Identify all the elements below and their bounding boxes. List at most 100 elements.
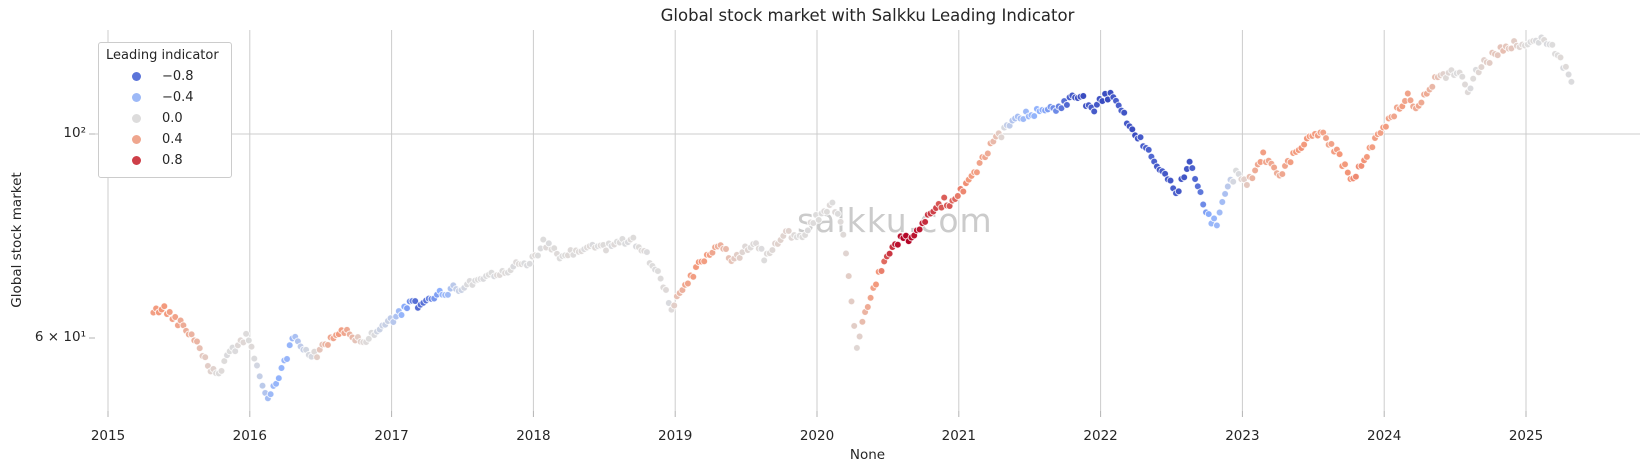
data-point bbox=[1248, 174, 1257, 183]
legend-item-label: 0.0 bbox=[162, 111, 183, 126]
data-point bbox=[1057, 104, 1066, 113]
data-point bbox=[242, 329, 250, 338]
data-point bbox=[444, 290, 452, 299]
x-tick-label: 2023 bbox=[1225, 428, 1260, 444]
data-point bbox=[866, 293, 875, 302]
x-tick-label: 2020 bbox=[799, 428, 835, 444]
data-point bbox=[1278, 170, 1287, 178]
data-point bbox=[1204, 210, 1213, 218]
data-point bbox=[1428, 82, 1437, 91]
data-point bbox=[915, 225, 924, 234]
data-point bbox=[1079, 92, 1088, 100]
data-point bbox=[1477, 63, 1486, 71]
data-point bbox=[165, 308, 174, 316]
data-point bbox=[877, 267, 886, 275]
data-point bbox=[654, 267, 662, 275]
legend-swatch-icon bbox=[132, 156, 141, 165]
y-tick-label: 10² bbox=[63, 125, 86, 141]
data-point bbox=[1185, 157, 1194, 166]
x-tick-label: 2025 bbox=[1508, 428, 1544, 444]
data-point bbox=[656, 274, 665, 283]
legend-item: 0.0 bbox=[99, 108, 231, 129]
data-point bbox=[858, 317, 867, 326]
data-point bbox=[836, 217, 845, 226]
data-point bbox=[722, 245, 730, 253]
data-point bbox=[1229, 177, 1238, 186]
y-tick-label: 6 × 10¹ bbox=[34, 328, 86, 345]
data-point bbox=[1196, 188, 1205, 196]
data-point bbox=[1382, 122, 1390, 131]
legend-item: −0.8 bbox=[99, 66, 231, 87]
data-point bbox=[1466, 84, 1475, 93]
data-point bbox=[171, 313, 180, 321]
data-point bbox=[689, 272, 698, 281]
data-point bbox=[839, 230, 848, 239]
data-point bbox=[1300, 140, 1308, 149]
data-point bbox=[539, 235, 548, 244]
data-point bbox=[1166, 176, 1175, 185]
data-point bbox=[1562, 62, 1570, 71]
data-point bbox=[1210, 214, 1218, 223]
data-point bbox=[757, 244, 766, 253]
legend-items: −0.8 −0.4 0.0 0.4 0.8 bbox=[99, 66, 231, 171]
x-tick-label: 2015 bbox=[90, 428, 126, 444]
data-point bbox=[662, 286, 670, 294]
x-tick-label: 2021 bbox=[941, 428, 976, 444]
data-point bbox=[872, 280, 880, 289]
data-point bbox=[1390, 112, 1398, 121]
data-point bbox=[411, 297, 420, 305]
data-point bbox=[847, 297, 856, 306]
data-point bbox=[217, 367, 226, 375]
data-point bbox=[1567, 77, 1576, 86]
data-point bbox=[195, 344, 204, 353]
data-point bbox=[814, 216, 823, 224]
data-point bbox=[803, 226, 812, 235]
x-tick-label: 2017 bbox=[374, 428, 409, 444]
data-point bbox=[525, 259, 534, 268]
data-point bbox=[850, 322, 859, 330]
data-point bbox=[1136, 133, 1145, 142]
data-point bbox=[1341, 160, 1349, 169]
data-point bbox=[1458, 72, 1467, 81]
data-point bbox=[1493, 51, 1502, 60]
data-point bbox=[983, 149, 992, 158]
data-point bbox=[274, 374, 283, 383]
scatter-points bbox=[149, 33, 1576, 403]
data-point bbox=[1335, 150, 1344, 159]
data-point bbox=[544, 239, 553, 248]
data-point bbox=[397, 311, 406, 319]
data-point bbox=[828, 198, 837, 207]
data-point bbox=[1223, 182, 1232, 191]
data-point bbox=[1213, 221, 1221, 230]
data-point bbox=[1327, 140, 1336, 148]
data-point bbox=[940, 193, 949, 202]
data-point bbox=[684, 279, 692, 288]
x-tick-label: 2016 bbox=[232, 428, 267, 444]
data-point bbox=[1322, 134, 1330, 142]
data-point bbox=[1485, 59, 1494, 67]
data-point bbox=[324, 341, 332, 349]
data-point bbox=[768, 246, 777, 254]
data-point bbox=[700, 257, 709, 266]
legend-item-label: −0.4 bbox=[162, 90, 194, 105]
data-point bbox=[1343, 168, 1352, 177]
legend-item: 0.4 bbox=[99, 129, 231, 150]
data-point bbox=[1286, 158, 1295, 167]
data-point bbox=[1368, 143, 1377, 152]
data-point bbox=[277, 364, 286, 372]
legend: Leading indicator −0.8 −0.4 0.0 0.4 0.8 bbox=[98, 42, 232, 178]
legend-title: Leading indicator bbox=[106, 48, 219, 63]
data-point bbox=[1352, 172, 1360, 181]
data-point bbox=[1120, 108, 1129, 117]
legend-item-label: 0.4 bbox=[162, 132, 183, 147]
legend-swatch-icon bbox=[132, 135, 141, 144]
x-tick-label: 2019 bbox=[658, 428, 693, 444]
data-point bbox=[844, 272, 853, 280]
data-point bbox=[1548, 40, 1557, 49]
data-point bbox=[670, 301, 679, 310]
data-point bbox=[863, 303, 872, 311]
data-point bbox=[842, 249, 850, 258]
data-point bbox=[250, 354, 259, 363]
data-point bbox=[973, 168, 981, 177]
data-point bbox=[1090, 107, 1099, 116]
